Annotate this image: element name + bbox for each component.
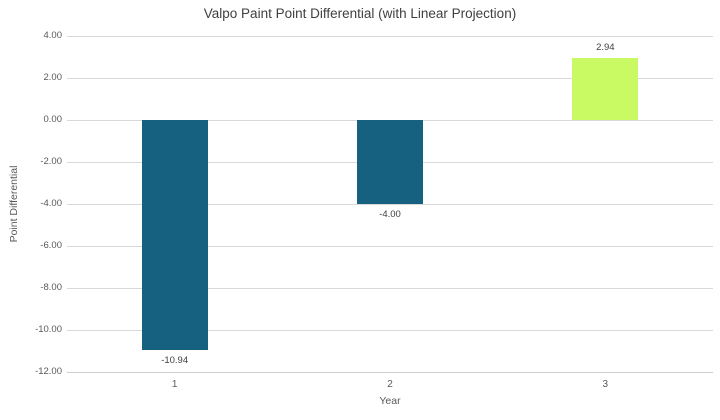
gridline [67,246,713,247]
y-tick-label: -2.00 [40,156,62,167]
bar[interactable] [142,120,208,350]
bar[interactable] [572,58,638,120]
gridline [67,78,713,79]
x-axis-title: Year [379,395,401,407]
gridline [67,36,713,37]
bar-value-label: -4.00 [379,209,401,220]
x-tick-label: 1 [171,379,178,390]
y-tick-label: -4.00 [40,198,62,209]
x-axis-line [67,372,713,373]
x-tick-label: 3 [602,379,609,390]
y-tick-label: -8.00 [40,282,62,293]
y-tick-label: -12.00 [35,366,62,377]
y-tick-label: 4.00 [43,30,63,41]
y-tick-label: 0.00 [43,114,63,125]
gridline [67,288,713,289]
bar-value-label: -10.94 [161,354,189,366]
bar-value-label: 2.94 [596,42,615,54]
y-tick-label: 2.00 [43,72,63,83]
y-tick-label: -6.00 [40,240,62,251]
bar[interactable] [357,120,423,204]
y-tick-label: -10.00 [35,324,62,335]
chart-title: Valpo Paint Point Differential (with Lin… [203,6,517,21]
gridline [67,204,713,205]
x-tick-label: 2 [387,379,393,390]
gridline [67,330,713,331]
plot-area [67,36,713,373]
